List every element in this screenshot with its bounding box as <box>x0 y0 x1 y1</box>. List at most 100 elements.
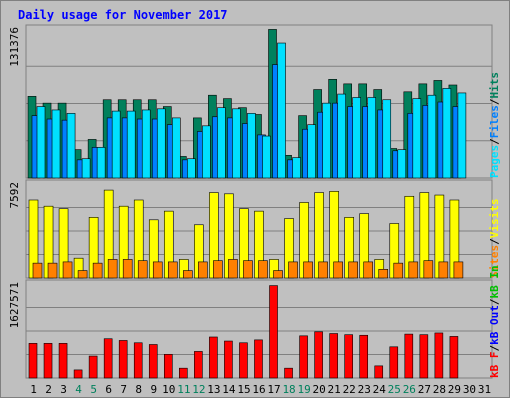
bar-pages <box>322 102 331 179</box>
bar-sites <box>62 261 73 279</box>
x-tick-label: 28 <box>433 383 446 396</box>
legend-part: Sites <box>488 245 501 278</box>
bar-kb-f <box>359 334 369 379</box>
bar-pages <box>141 109 151 179</box>
bar-sites <box>423 260 434 279</box>
bar-sites <box>32 262 43 279</box>
bar-pages <box>292 157 301 179</box>
bar-kb-f <box>28 343 38 379</box>
bar-sites <box>258 260 268 279</box>
bar-sites <box>122 259 133 279</box>
x-tick-label: 13 <box>207 383 220 396</box>
bar-pages <box>156 108 166 179</box>
panel-visits-sites: 7592 Sites/Visits <box>8 179 501 279</box>
bar-kb-f <box>419 334 429 379</box>
x-tick-label: 26 <box>403 383 416 396</box>
bar-sites <box>167 261 178 279</box>
legend-part: Pages <box>488 145 501 178</box>
bar-kb-f <box>133 342 143 379</box>
x-tick-label: 8 <box>135 383 142 396</box>
bar-pages <box>457 92 467 179</box>
bar-pages <box>397 149 407 179</box>
bar-pages <box>412 98 422 179</box>
bar-pages <box>202 125 211 179</box>
bar-kb-f <box>88 355 98 379</box>
bar-kb-f <box>43 343 53 379</box>
x-tick-label: 29 <box>448 383 461 396</box>
bar-kb-f <box>314 331 323 379</box>
bar-sites <box>333 261 343 279</box>
x-axis-labels: 1 2 3 4 5 6 7 8 9 10 11 12 13 14 15 16 17 18 19 20 21 22 23 24 2… <box>30 383 491 396</box>
bar-kb-f <box>254 339 263 379</box>
bar-sites <box>393 262 404 279</box>
bar-kb-f <box>284 367 293 379</box>
x-tick-label: 9 <box>150 383 157 396</box>
x-tick-label: 24 <box>373 383 387 396</box>
bar-kb-f <box>179 367 188 379</box>
x-tick-label: 25 <box>388 383 401 396</box>
bar-kb-f <box>118 340 128 379</box>
x-tick-label: 5 <box>90 383 97 396</box>
series-legend-label: kB F/kB Out/kB In <box>488 265 501 378</box>
bar-pages <box>382 99 392 179</box>
x-tick-label: 20 <box>313 383 326 396</box>
x-tick-label: 3 <box>60 383 67 396</box>
bar-pages <box>442 88 452 179</box>
y-max-label: 1627571 <box>8 282 21 328</box>
bar-sites <box>107 259 118 279</box>
x-tick-label: 31 <box>478 383 491 396</box>
bar-kb-f <box>224 340 233 379</box>
bar-kb-f <box>269 285 278 379</box>
panel-kb: 1627571 kB F/kB Out/kB In <box>8 265 501 379</box>
bar-pages <box>277 42 286 179</box>
bar-pages <box>96 147 106 179</box>
x-tick-label: 11 <box>177 383 190 396</box>
bar-kb-f <box>374 365 384 379</box>
y-max-label: 131376 <box>8 27 21 67</box>
legend-part: Visits <box>488 199 501 239</box>
bar-sites <box>77 270 88 279</box>
x-tick-label: 16 <box>252 383 265 396</box>
x-tick-label: 22 <box>343 383 356 396</box>
x-tick-label: 17 <box>267 383 280 396</box>
bar-kb-f <box>404 333 414 379</box>
bar-pages <box>337 93 346 179</box>
chart-title: Daily usage for November 2017 <box>18 8 228 22</box>
x-tick-label: 6 <box>105 383 112 396</box>
bar-pages <box>307 124 316 179</box>
bar-kb-f <box>449 336 459 379</box>
bar-pages <box>111 110 121 179</box>
bar-kb-f <box>299 335 308 379</box>
bar-sites <box>288 261 298 279</box>
bar-kb-f <box>148 344 158 379</box>
x-tick-label: 2 <box>45 383 52 396</box>
x-tick-label: 4 <box>75 383 82 396</box>
legend-part: Hits <box>488 72 501 99</box>
legend-part: kB In <box>488 265 501 298</box>
x-tick-label: 12 <box>192 383 205 396</box>
bar-pages <box>51 109 61 179</box>
x-tick-label: 27 <box>418 383 431 396</box>
x-tick-label: 18 <box>282 383 295 396</box>
bar-kb-f <box>389 346 399 379</box>
bar-sites <box>213 260 223 279</box>
bar-pages <box>81 158 91 179</box>
y-max-label: 7592 <box>8 182 21 209</box>
bar-kb-f <box>344 334 353 379</box>
bar-pages <box>36 106 46 179</box>
series-legend-label: Sites/Visits <box>488 199 501 279</box>
bar-sites <box>152 261 163 279</box>
bar-kb-f <box>163 354 173 379</box>
bar-sites <box>228 259 238 279</box>
x-tick-label: 30 <box>463 383 476 396</box>
bar-kb-f <box>194 351 203 379</box>
bar-kb-f <box>73 369 83 379</box>
x-tick-label: 7 <box>120 383 127 396</box>
bar-pages <box>217 107 226 179</box>
bar-sites <box>408 261 419 279</box>
bar-kb-f <box>434 332 444 379</box>
bar-pages <box>171 117 181 179</box>
bar-sites <box>137 260 148 279</box>
